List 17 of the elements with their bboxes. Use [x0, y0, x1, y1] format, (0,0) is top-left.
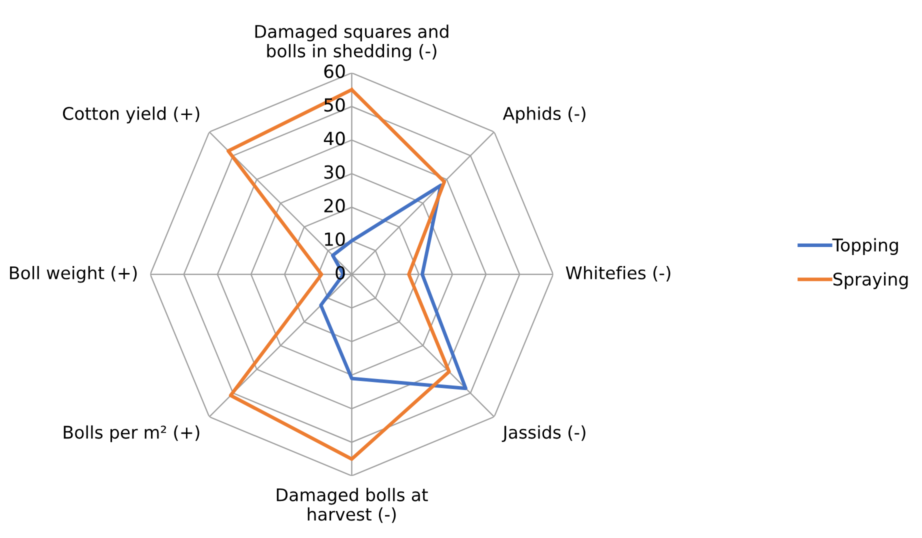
y-tick-label: 10 [325, 232, 345, 246]
spoke-label: Jassids (-) [502, 425, 586, 442]
spoke-label: Aphids (-) [502, 106, 586, 124]
spoke-label: Cotton yield (+) [62, 106, 200, 124]
y-tick-label: 30 [324, 165, 345, 179]
y-tick-label: 50 [324, 98, 345, 112]
y-tick-label: 20 [324, 198, 345, 212]
y-tick-label: 0 [336, 266, 345, 280]
spoke-label: Damaged squares and bolls in shedding (-) [255, 24, 448, 61]
y-tick-label: 40 [324, 132, 345, 146]
legend-label: Spraying [833, 272, 908, 290]
spoke-label: Whitefies (-) [566, 266, 670, 282]
y-tick-label: 60 [324, 64, 345, 78]
spoke-label: Boll weight (+) [10, 266, 137, 283]
legend-label: Topping [832, 238, 898, 255]
spoke-label: Damaged bolls at harvest (-) [276, 488, 428, 523]
spoke-label: Bolls per m² (+) [64, 425, 200, 442]
